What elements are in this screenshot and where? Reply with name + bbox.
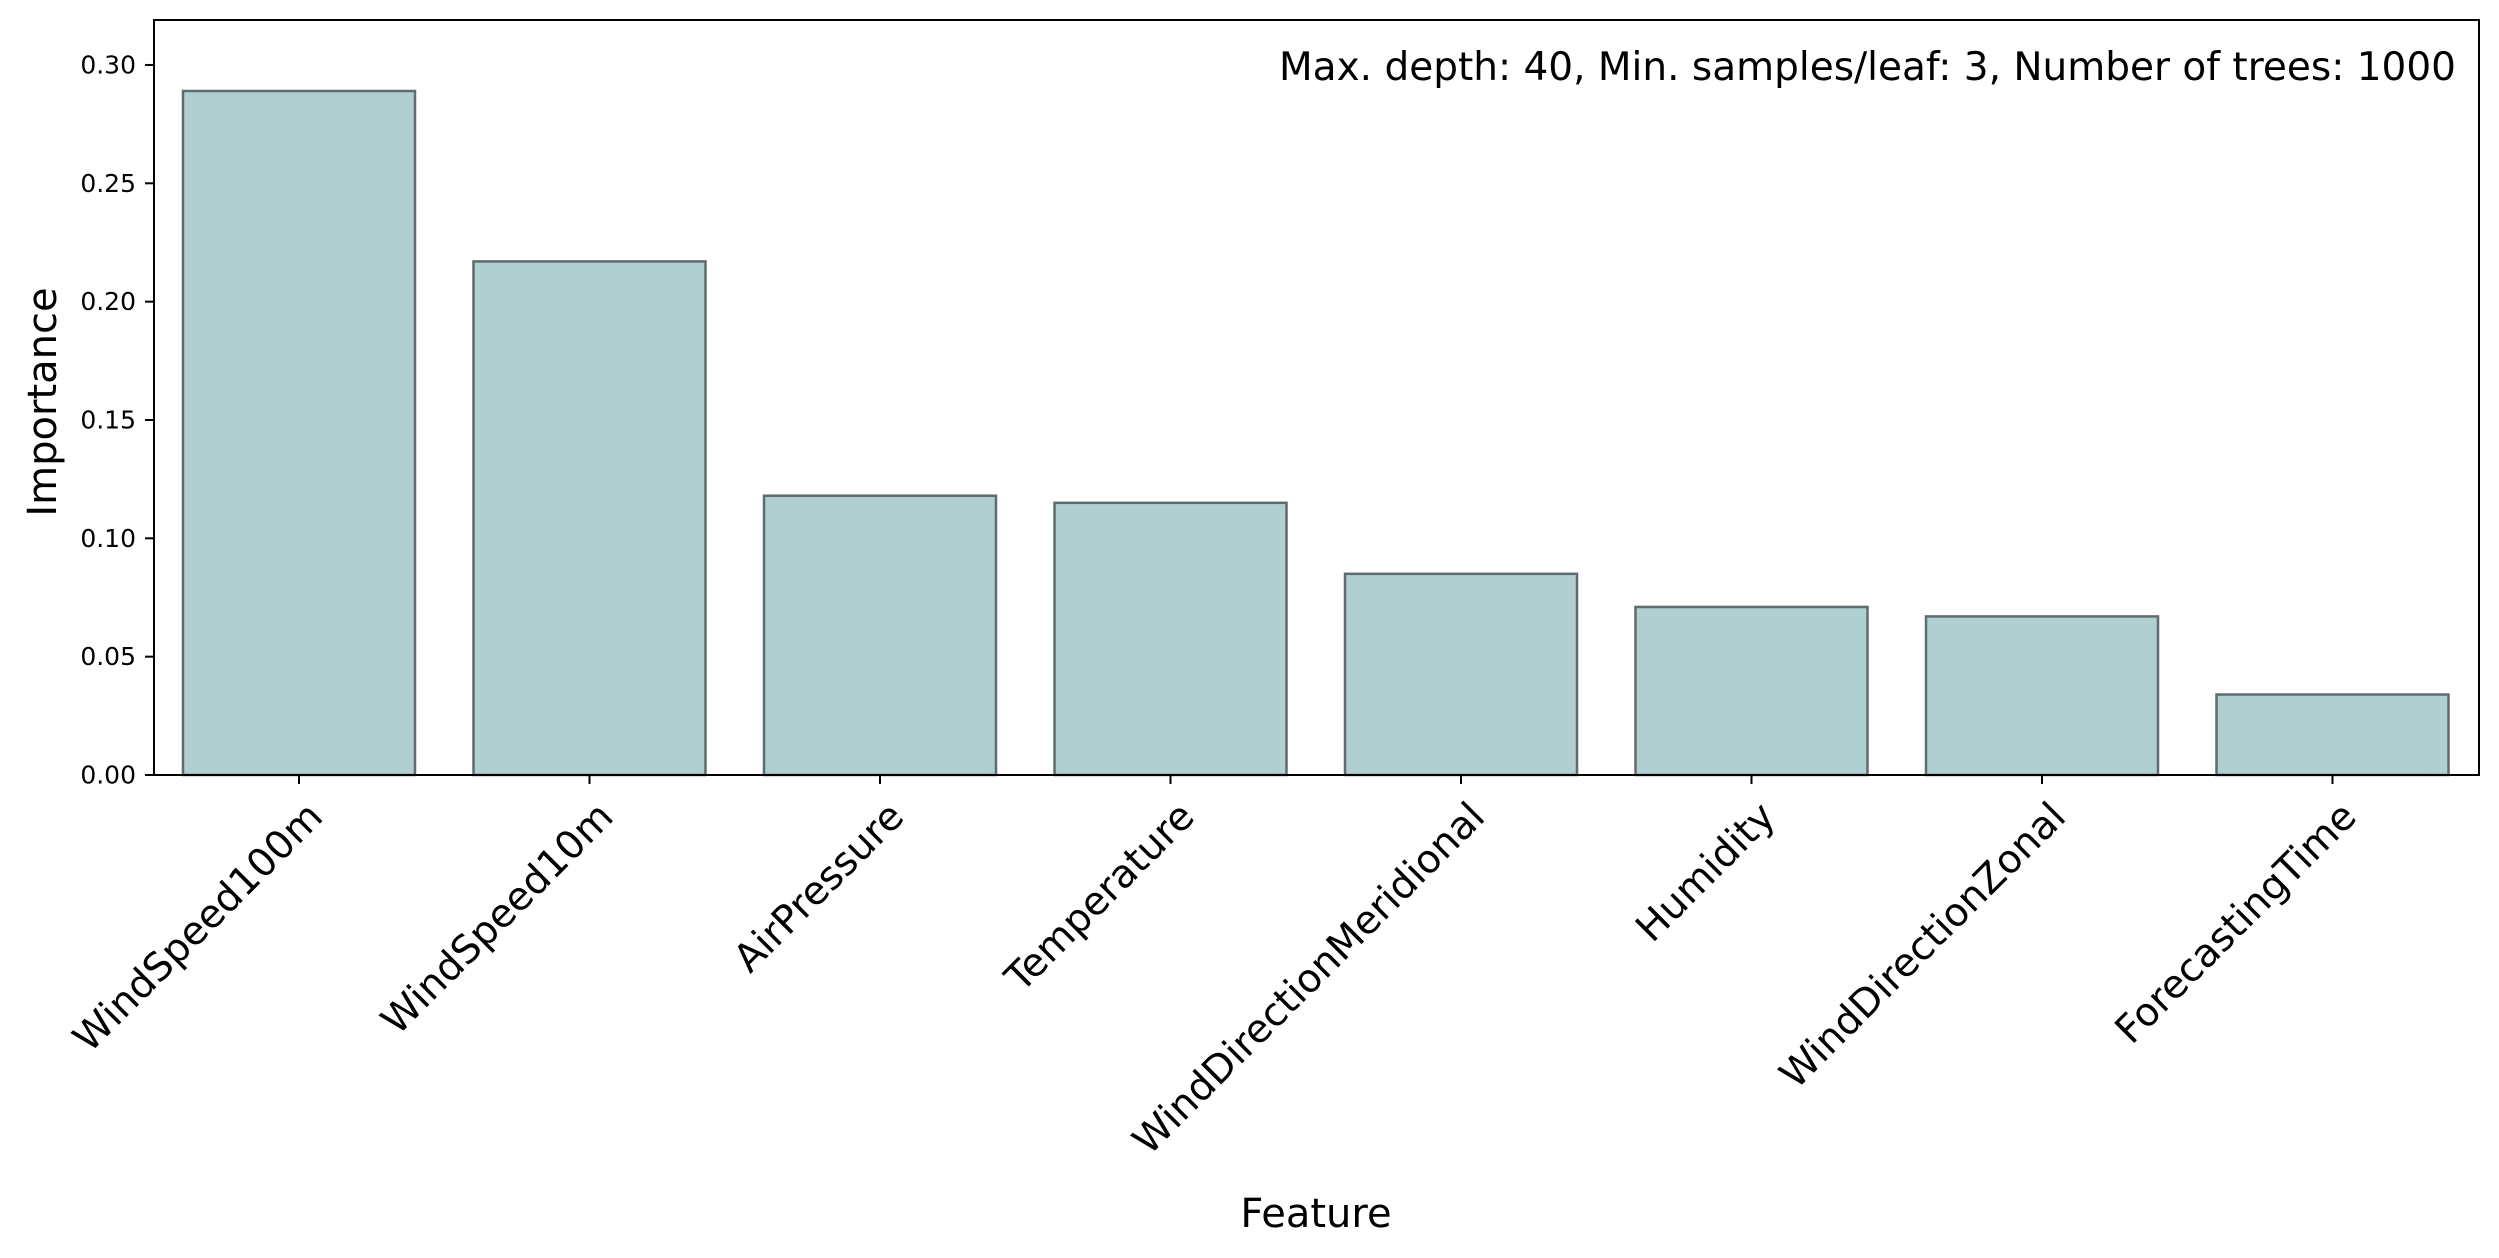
bar-ForecastingTime	[2215, 693, 2450, 777]
y-tick-label: 0.10	[80, 524, 136, 553]
bar-AirPressure	[762, 494, 998, 777]
x-axis-title: Feature	[1240, 1191, 1391, 1237]
y-tick-label: 0.30	[80, 50, 136, 79]
bar-WindSpeed100m	[181, 89, 417, 777]
plot-frame	[153, 19, 2480, 776]
chart-annotation: Max. depth: 40, Min. samples/leaf: 3, Nu…	[1279, 45, 2456, 90]
bars-layer	[181, 89, 2450, 777]
y-tick-label: 0.05	[80, 642, 136, 671]
y-tick-label: 0.25	[80, 169, 136, 198]
bar-WindDirectionMeridional	[1343, 572, 1579, 777]
y-tick-label: 0.00	[80, 761, 136, 790]
bar-WindSpeed10m	[472, 260, 707, 777]
y-axis-title: Importance	[20, 287, 66, 516]
bar-Temperature	[1053, 501, 1288, 777]
y-tick-label: 0.15	[80, 405, 136, 434]
y-tick-label: 0.20	[80, 287, 136, 316]
bar-Humidity	[1634, 605, 1869, 777]
bar-WindDirectionZonal	[1924, 615, 2160, 777]
